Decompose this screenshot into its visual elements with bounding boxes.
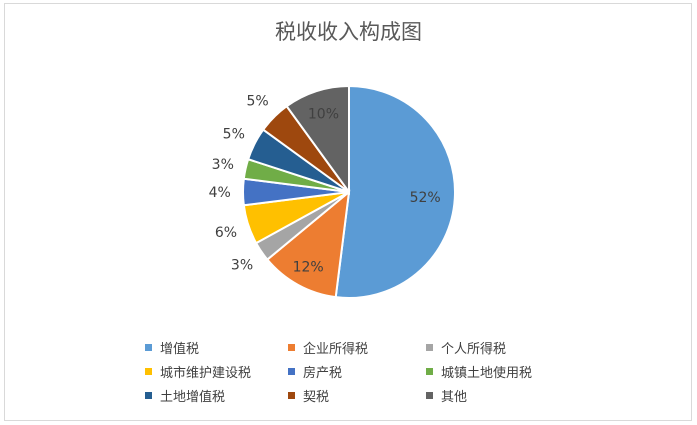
legend-item-3: 城市维护建设税 — [145, 362, 251, 381]
legend-item-5: 城镇土地使用税 — [426, 362, 532, 381]
pie-slice-0 — [334, 84, 456, 299]
legend-label-6: 土地增值税 — [160, 390, 226, 405]
legend-label-4: 房产税 — [303, 366, 343, 381]
data-label-7: 5% — [246, 94, 268, 110]
legend-label-5: 城镇土地使用税 — [441, 366, 533, 381]
legend-swatch-1 — [288, 344, 295, 351]
data-label-3: 6% — [215, 225, 237, 241]
legend-label-3: 城市维护建设税 — [160, 366, 252, 381]
data-label-4: 4% — [209, 185, 231, 201]
legend-label-8: 其他 — [441, 390, 468, 405]
legend-label-1: 企业所得税 — [303, 342, 369, 357]
legend-item-4: 房产税 — [288, 362, 342, 381]
chart-title: 税收收入构成图 — [275, 20, 422, 44]
legend-swatch-8 — [426, 392, 433, 399]
legend-swatch-2 — [426, 344, 433, 351]
legend-swatch-7 — [288, 392, 295, 399]
legend-label-0: 增值税 — [160, 342, 200, 357]
legend-item-1: 企业所得税 — [288, 338, 368, 357]
legend-item-7: 契税 — [288, 386, 329, 405]
legend-item-6: 土地增值税 — [145, 386, 225, 405]
legend-item-0: 增值税 — [145, 338, 199, 357]
legend-label-7: 契税 — [303, 390, 330, 405]
data-label-5: 3% — [212, 157, 234, 173]
legend-swatch-3 — [145, 368, 152, 375]
legend-item-2: 个人所得税 — [426, 338, 506, 357]
legend-item-8: 其他 — [426, 386, 467, 405]
data-label-2: 3% — [231, 258, 253, 274]
pie-slice-1 — [265, 189, 351, 299]
data-label-6: 5% — [223, 126, 245, 142]
legend-swatch-5 — [426, 368, 433, 375]
legend-swatch-4 — [288, 368, 295, 375]
legend-swatch-6 — [145, 392, 152, 399]
legend-label-2: 个人所得税 — [441, 342, 507, 357]
data-label-8: 10% — [308, 106, 339, 122]
legend-swatch-0 — [145, 344, 152, 351]
data-label-0: 52% — [410, 190, 441, 206]
pie-slice-8 — [285, 84, 350, 196]
data-label-1: 12% — [293, 259, 324, 275]
